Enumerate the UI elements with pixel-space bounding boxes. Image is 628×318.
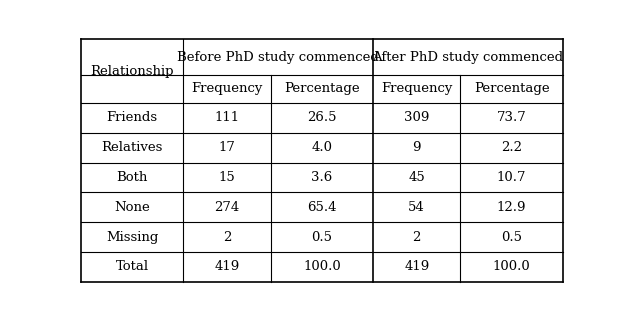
Text: 3.6: 3.6 xyxy=(311,171,332,184)
Text: Missing: Missing xyxy=(106,231,158,244)
Text: 26.5: 26.5 xyxy=(307,111,337,124)
Text: None: None xyxy=(114,201,150,214)
Text: 274: 274 xyxy=(214,201,240,214)
Text: After PhD study commenced: After PhD study commenced xyxy=(372,51,563,64)
Text: 4.0: 4.0 xyxy=(311,141,332,154)
Text: 10.7: 10.7 xyxy=(497,171,526,184)
Text: 2: 2 xyxy=(223,231,231,244)
Text: Frequency: Frequency xyxy=(381,82,452,95)
Text: Both: Both xyxy=(116,171,148,184)
Text: Before PhD study commenced: Before PhD study commenced xyxy=(177,51,379,64)
Text: 15: 15 xyxy=(219,171,236,184)
Text: 2: 2 xyxy=(413,231,421,244)
Text: Percentage: Percentage xyxy=(284,82,360,95)
Text: 111: 111 xyxy=(214,111,239,124)
Text: Frequency: Frequency xyxy=(192,82,263,95)
Text: 9: 9 xyxy=(413,141,421,154)
Text: 54: 54 xyxy=(408,201,425,214)
Text: Total: Total xyxy=(116,260,149,273)
Text: Friends: Friends xyxy=(107,111,158,124)
Text: 65.4: 65.4 xyxy=(307,201,337,214)
Text: 17: 17 xyxy=(219,141,236,154)
Text: 0.5: 0.5 xyxy=(501,231,522,244)
Text: 73.7: 73.7 xyxy=(497,111,526,124)
Text: Relationship: Relationship xyxy=(90,65,174,78)
Text: 419: 419 xyxy=(404,260,430,273)
Text: 100.0: 100.0 xyxy=(303,260,341,273)
Text: 0.5: 0.5 xyxy=(311,231,332,244)
Text: 309: 309 xyxy=(404,111,430,124)
Text: 12.9: 12.9 xyxy=(497,201,526,214)
Text: 419: 419 xyxy=(214,260,240,273)
Text: Percentage: Percentage xyxy=(474,82,550,95)
Text: 2.2: 2.2 xyxy=(501,141,522,154)
Text: 45: 45 xyxy=(408,171,425,184)
Text: 100.0: 100.0 xyxy=(493,260,531,273)
Text: Relatives: Relatives xyxy=(102,141,163,154)
